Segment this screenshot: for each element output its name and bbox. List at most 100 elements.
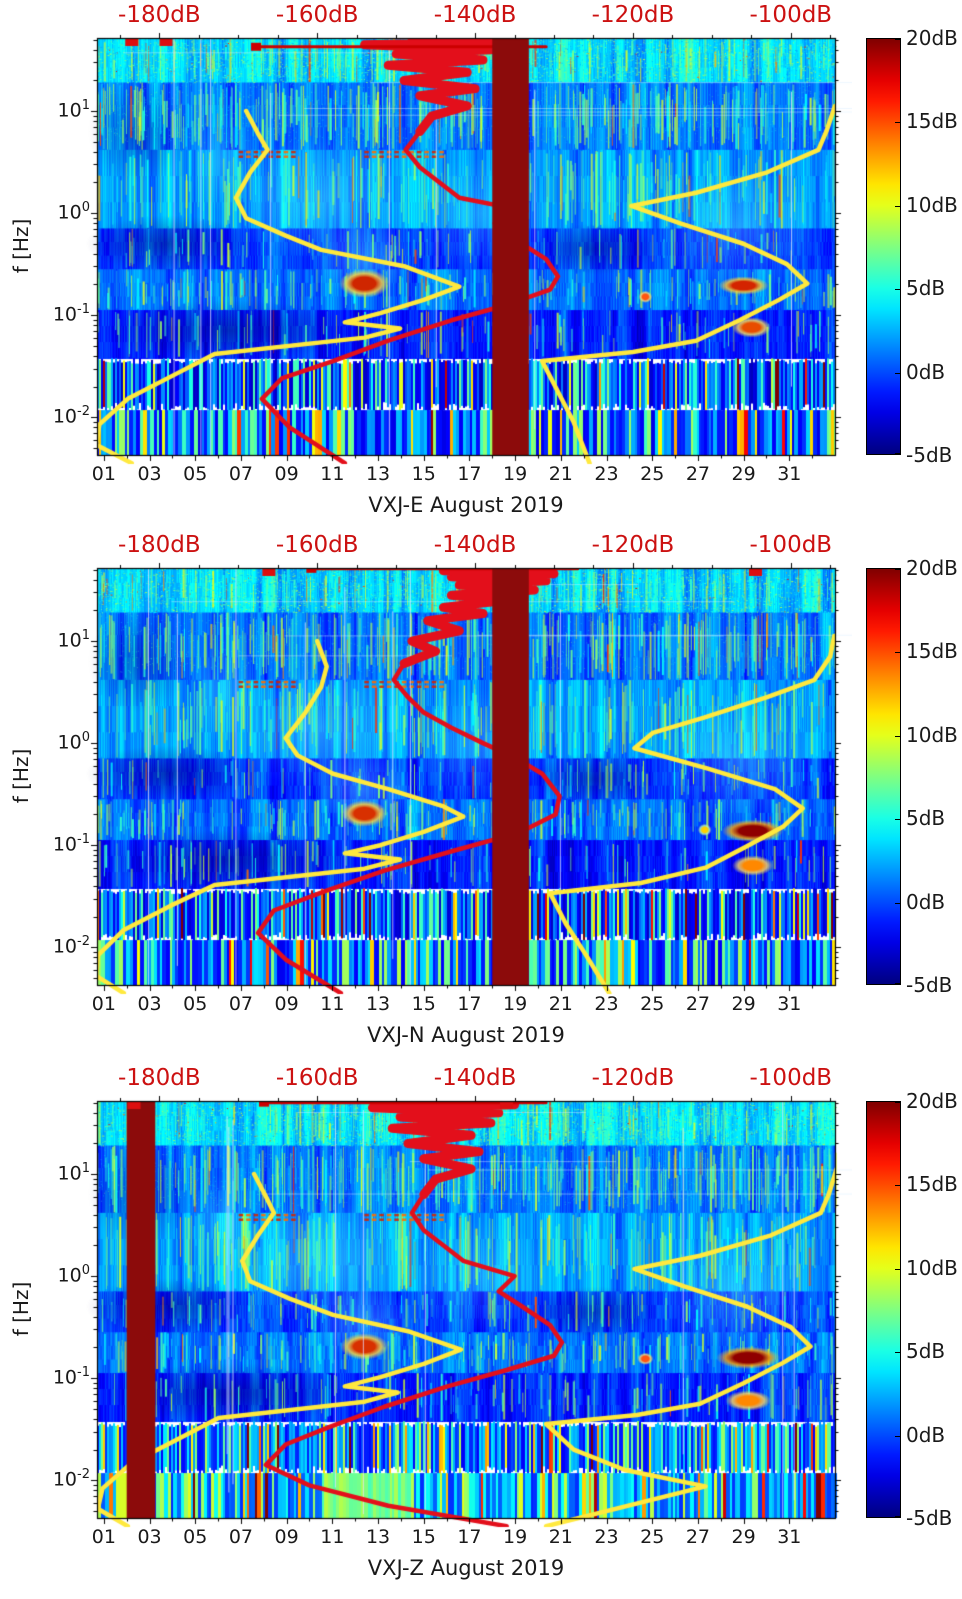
x-tick-label: 17 bbox=[457, 1526, 482, 1548]
x-tick-label: 03 bbox=[137, 463, 162, 485]
colorbar-tick-label: 20dB bbox=[906, 1089, 958, 1113]
panel-vxj-z: -180dB -160dB -140dB -120dB -100dB f [Hz] 10… bbox=[0, 1063, 962, 1596]
colorbar-tick bbox=[895, 1185, 900, 1187]
top-db-tick-label: -120dB bbox=[591, 1065, 675, 1091]
x-tick-label: 15 bbox=[411, 993, 436, 1015]
top-db-tick-label: -140dB bbox=[433, 1065, 517, 1091]
top-db-tick-label: -120dB bbox=[591, 2, 675, 28]
top-db-axis: -180dB -160dB -140dB -120dB -100dB bbox=[0, 1065, 962, 1093]
x-tick-label: 11 bbox=[320, 1526, 345, 1548]
x-tick-label: 11 bbox=[320, 993, 345, 1015]
x-axis-labels: 01 03 05 07 09 11 13 15 17 19 21 23 25 27 29 31 bbox=[0, 463, 962, 487]
top-db-tick-label: -160dB bbox=[275, 2, 359, 28]
y-tick-label: 101 bbox=[57, 1161, 90, 1185]
panel-title: VXJ-N August 2019 bbox=[367, 1023, 565, 1047]
x-tick-label: 19 bbox=[503, 463, 528, 485]
x-tick-label: 05 bbox=[183, 1526, 208, 1548]
x-axis-labels: 01 03 05 07 09 11 13 15 17 19 21 23 25 27 29 31 bbox=[0, 993, 962, 1017]
top-db-tick-label: -160dB bbox=[275, 1065, 359, 1091]
y-tick-label: 10-2 bbox=[52, 934, 90, 958]
x-tick-label: 29 bbox=[731, 463, 756, 485]
x-tick-label: 21 bbox=[548, 1526, 573, 1548]
x-tick-label: 15 bbox=[411, 1526, 436, 1548]
panel-title: VXJ-E August 2019 bbox=[368, 493, 564, 517]
colorbar-tick bbox=[895, 735, 900, 737]
x-tick-label: 01 bbox=[91, 993, 116, 1015]
colorbar-tick bbox=[895, 569, 900, 570]
y-tick-label: 100 bbox=[57, 200, 90, 224]
x-tick-label: 19 bbox=[503, 993, 528, 1015]
x-tick-label: 27 bbox=[685, 993, 710, 1015]
y-tick-label: 101 bbox=[57, 98, 90, 122]
colorbar-tick bbox=[895, 1102, 900, 1103]
colorbar-tick-label: 10dB bbox=[906, 722, 958, 747]
x-tick-label: 13 bbox=[365, 463, 391, 485]
x-tick-label: 23 bbox=[594, 993, 619, 1015]
top-db-axis: -180dB -160dB -140dB -120dB -100dB bbox=[0, 2, 962, 30]
colorbar-tick-label: 15dB bbox=[906, 639, 958, 664]
colorbar-tick-label: 20dB bbox=[906, 26, 958, 50]
colorbar-tick bbox=[895, 1268, 900, 1270]
colorbar-tick bbox=[895, 1516, 900, 1517]
colorbar-tick bbox=[895, 983, 900, 984]
colorbar-tick-label: 20dB bbox=[906, 556, 958, 580]
colorbar-tick-label: 15dB bbox=[906, 1172, 958, 1197]
spectrogram-canvas-vxj-n bbox=[80, 560, 852, 996]
x-tick-label: 21 bbox=[548, 993, 573, 1015]
y-axis-labels: 101 100 10-1 10-2 bbox=[0, 1063, 96, 1533]
x-tick-label: 05 bbox=[183, 463, 208, 485]
x-tick-label: 01 bbox=[91, 463, 116, 485]
top-db-tick-label: -140dB bbox=[433, 2, 517, 28]
x-tick-label: 07 bbox=[228, 463, 254, 485]
x-tick-label: 25 bbox=[640, 993, 665, 1015]
top-db-tick-label: -160dB bbox=[275, 532, 359, 558]
colorbar-tick-label: 5dB bbox=[906, 1339, 946, 1364]
y-axis-labels: 101 100 10-1 10-2 bbox=[0, 0, 96, 470]
x-tick-label: 01 bbox=[91, 1526, 116, 1548]
x-tick-label: 31 bbox=[777, 463, 802, 485]
x-tick-label: 13 bbox=[365, 1526, 391, 1548]
x-tick-label: 27 bbox=[685, 1526, 710, 1548]
colorbar-tick bbox=[895, 372, 900, 374]
colorbar-labels: 20dB 15dB 10dB 5dB 0dB -5dB bbox=[906, 556, 962, 997]
colorbar-tick-label: -5dB bbox=[906, 973, 953, 997]
colorbar-tick bbox=[895, 1352, 900, 1354]
x-tick-label: 09 bbox=[274, 463, 299, 485]
x-tick-label: 15 bbox=[411, 463, 436, 485]
spectrogram-canvas-vxj-z bbox=[80, 1093, 852, 1529]
colorbar-tick bbox=[895, 205, 900, 207]
colorbar-tick-label: 5dB bbox=[906, 806, 946, 831]
y-tick-label: 100 bbox=[57, 730, 90, 754]
top-db-tick-label: -100dB bbox=[749, 2, 833, 28]
panel-vxj-n: -180dB -160dB -140dB -120dB -100dB f [Hz] 10… bbox=[0, 530, 962, 1063]
colorbar bbox=[866, 568, 901, 985]
colorbar-tick-label: 5dB bbox=[906, 276, 946, 301]
colorbar-tick-label: 0dB bbox=[906, 1422, 946, 1447]
colorbar-tick bbox=[895, 122, 900, 124]
panel-title: VXJ-Z August 2019 bbox=[367, 1556, 565, 1580]
top-db-tick-label: -100dB bbox=[749, 1065, 833, 1091]
colorbar-tick-label: 10dB bbox=[906, 1255, 958, 1280]
x-tick-label: 05 bbox=[183, 993, 208, 1015]
top-db-tick-label: -100dB bbox=[749, 532, 833, 558]
x-tick-label: 31 bbox=[777, 993, 802, 1015]
x-tick-label: 03 bbox=[137, 993, 162, 1015]
colorbar-tick-label: -5dB bbox=[906, 443, 953, 467]
x-tick-label: 21 bbox=[548, 463, 573, 485]
y-axis-labels: 101 100 10-1 10-2 bbox=[0, 530, 96, 1000]
x-tick-label: 17 bbox=[457, 993, 482, 1015]
x-tick-label: 27 bbox=[685, 463, 710, 485]
colorbar-tick bbox=[895, 652, 900, 654]
top-db-tick-label: -180dB bbox=[118, 532, 201, 558]
x-tick-label: 23 bbox=[594, 463, 619, 485]
x-tick-label: 07 bbox=[228, 993, 254, 1015]
x-tick-label: 19 bbox=[503, 1526, 528, 1548]
colorbar-tick bbox=[895, 289, 900, 291]
colorbar-tick-label: 0dB bbox=[906, 889, 946, 914]
colorbar bbox=[866, 1101, 901, 1518]
y-tick-label: 10-1 bbox=[52, 1365, 90, 1389]
y-tick-label: 101 bbox=[57, 628, 90, 652]
colorbar-tick bbox=[895, 902, 900, 904]
colorbar-tick bbox=[895, 819, 900, 821]
x-tick-label: 17 bbox=[457, 463, 482, 485]
